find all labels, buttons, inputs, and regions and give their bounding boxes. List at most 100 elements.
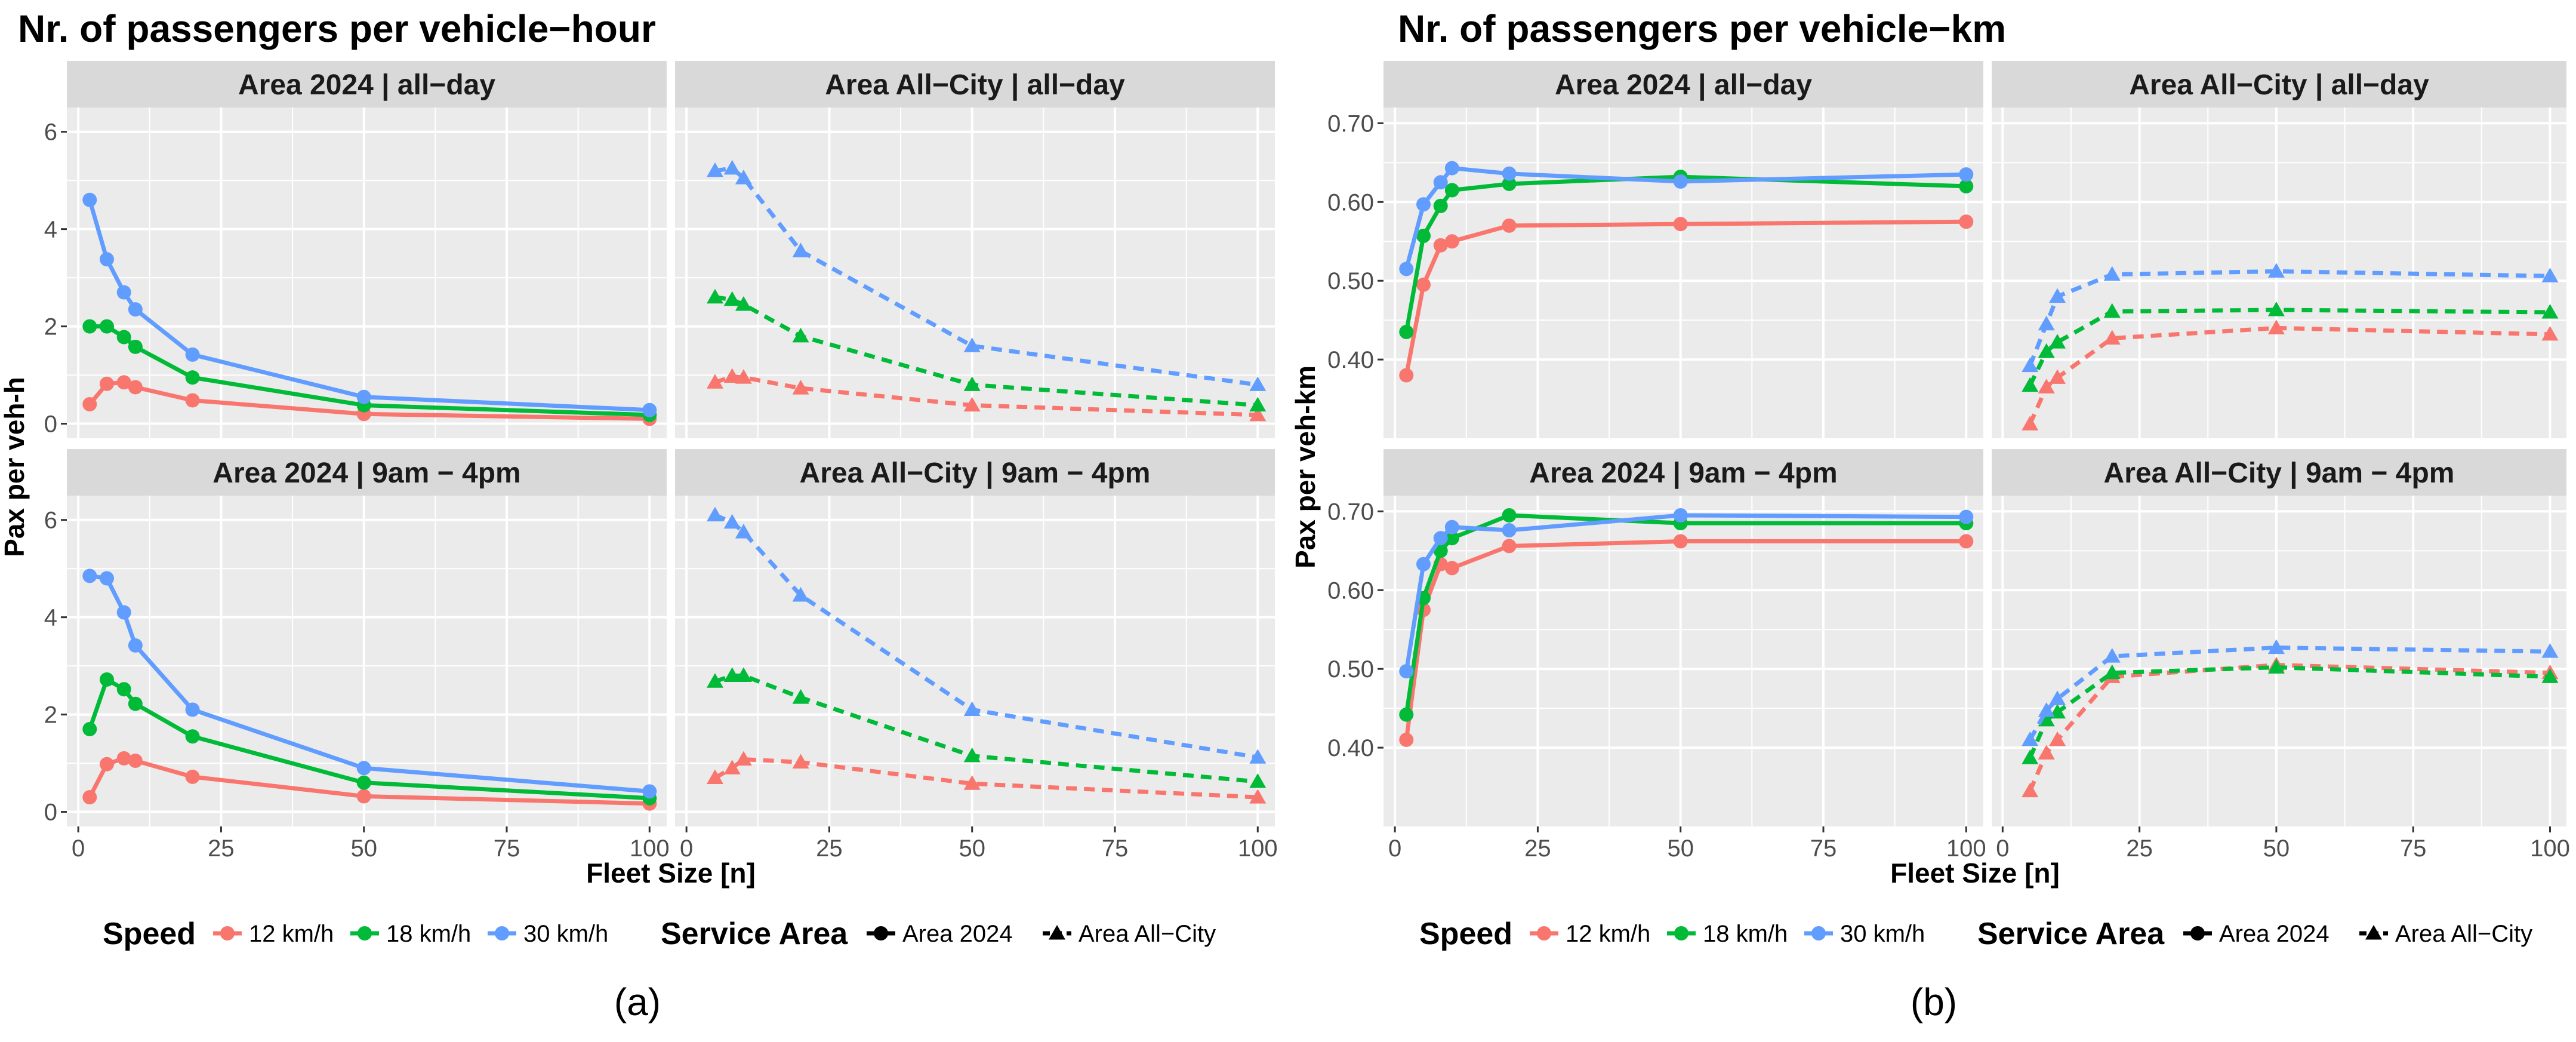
data-point — [116, 285, 131, 300]
data-point — [128, 696, 143, 711]
y-tick-label: 6 — [44, 508, 57, 534]
y-tick-label: 2 — [44, 702, 57, 729]
legend-speed-item: 18 km/h — [1703, 921, 1788, 947]
data-point — [707, 506, 723, 522]
x-tick-label: 0 — [1388, 835, 1401, 862]
chart-title: Nr. of passengers per vehicle−hour — [18, 7, 656, 50]
data-point — [2103, 303, 2121, 318]
data-point — [707, 769, 723, 785]
facet-strip — [1383, 61, 1983, 107]
x-tick-label: 50 — [1667, 835, 1694, 862]
series-12-km-h — [707, 368, 1267, 422]
legend-area-title: Service Area — [661, 917, 848, 951]
data-point — [356, 761, 371, 776]
data-point — [1959, 214, 1974, 229]
legend-area-item: Area 2024 — [902, 921, 1013, 947]
data-point — [723, 514, 741, 529]
panel-caption: (a) — [614, 980, 661, 1023]
series-line-30-km-h — [2027, 269, 2550, 367]
data-point — [100, 319, 114, 334]
data-point — [1249, 376, 1267, 391]
data-point — [735, 524, 752, 539]
data-point — [2022, 782, 2039, 798]
data-point — [2022, 357, 2039, 373]
data-point — [2038, 711, 2055, 727]
data-point — [1399, 732, 1414, 747]
data-point — [1673, 217, 1688, 232]
data-point — [642, 402, 657, 417]
panel-background — [67, 107, 667, 438]
data-point — [792, 587, 809, 602]
y-tick-label: 0.70 — [1327, 499, 1374, 525]
y-tick-label: 0.60 — [1327, 189, 1374, 216]
data-point — [1502, 218, 1517, 233]
y-tick-label: 0.70 — [1327, 110, 1374, 137]
legend-speed-item: 12 km/h — [249, 921, 334, 947]
data-point — [792, 754, 809, 769]
facet-strip — [67, 61, 667, 107]
data-point — [82, 790, 97, 805]
x-tick-label: 25 — [2126, 835, 2153, 862]
data-point — [1502, 508, 1517, 522]
series-30-km-h — [2022, 639, 2559, 746]
data-point — [2038, 702, 2055, 717]
data-point — [642, 784, 657, 799]
data-point — [1444, 531, 1459, 546]
data-point — [963, 396, 981, 412]
legend-key-marker — [495, 926, 509, 940]
x-tick-label: 0 — [680, 835, 693, 862]
series-line-12-km-h — [714, 374, 1258, 417]
facet-strip-label: Area All−City | all−day — [825, 69, 1125, 101]
data-point — [2267, 639, 2285, 654]
y-tick-label: 0.40 — [1327, 735, 1374, 761]
series-30-km-h — [82, 568, 657, 799]
data-point — [707, 288, 723, 304]
data-point — [792, 689, 809, 704]
data-point — [82, 568, 97, 583]
data-point — [116, 682, 131, 697]
y-tick-label: 0.40 — [1327, 347, 1374, 373]
legend-area-title: Service Area — [1977, 917, 2165, 951]
data-point — [1399, 368, 1414, 383]
data-point — [1444, 234, 1459, 249]
x-tick-label: 75 — [1102, 835, 1129, 862]
legend: Speed 12 km/h 18 km/h 30 km/h Service Area Ar… — [1419, 917, 2532, 951]
y-tick-label: 0.50 — [1327, 268, 1374, 294]
legend-key-marker — [1049, 925, 1065, 940]
data-point — [128, 380, 143, 395]
series-line-30-km-h — [714, 166, 1258, 387]
series-12-km-h — [82, 751, 657, 811]
data-point — [963, 701, 981, 716]
series-12-km-h — [1399, 214, 1974, 383]
data-point — [1399, 707, 1414, 722]
legend-key-marker — [2190, 926, 2205, 940]
panel-background — [675, 496, 1275, 826]
data-point — [356, 789, 371, 804]
series-line-18-km-h — [714, 295, 1258, 408]
data-point — [116, 330, 131, 345]
data-point — [1673, 534, 1688, 549]
series-18-km-h — [707, 288, 1267, 412]
data-point — [185, 370, 200, 385]
y-axis-label: Pax per veh-km — [1290, 365, 1321, 568]
data-point — [1444, 183, 1459, 198]
series-line-12-km-h — [2028, 325, 2550, 425]
data-point — [2267, 263, 2285, 278]
x-tick-label: 0 — [72, 835, 85, 862]
legend-area-item: Area 2024 — [2219, 921, 2330, 947]
data-point — [723, 159, 741, 175]
x-tick-label: 100 — [1238, 835, 1278, 862]
data-point — [128, 302, 143, 317]
series-line-18-km-h — [2028, 308, 2550, 387]
series-line-12-km-h — [2027, 663, 2550, 792]
data-point — [2049, 731, 2066, 746]
data-point — [2541, 303, 2559, 319]
chart-title: Nr. of passengers per vehicle−km — [1398, 7, 2006, 50]
series-30-km-h — [1399, 161, 1974, 276]
x-tick-label: 100 — [630, 835, 670, 862]
facet-strip-label: Area All−City | all−day — [2129, 69, 2429, 101]
series-30-km-h — [82, 192, 657, 417]
facet-area-2024-9am-4pm: Area 2024 | 9am − 4pm 0 2 4 6 0 25 50 75 100 — [44, 449, 670, 862]
data-point — [1249, 789, 1267, 804]
chart-a: Nr. of passengers per vehicle−hour Pax pe… — [0, 7, 1278, 1023]
